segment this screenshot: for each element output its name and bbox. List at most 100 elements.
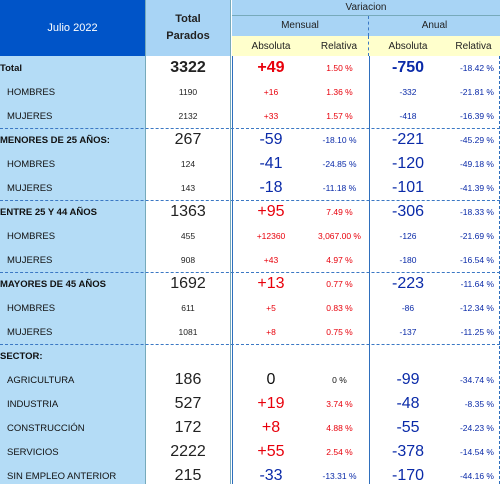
mensual-absoluta-cell: +13: [257, 275, 285, 292]
total-cell: 2222: [170, 443, 206, 460]
anual-absoluta-cell: -48: [396, 395, 420, 412]
total-parados-header: Total Parados: [145, 0, 231, 56]
mensual-absoluta-cell: -41: [259, 155, 283, 172]
divider-variacion: [232, 56, 233, 484]
anual-relativa-header: Relativa: [447, 36, 500, 56]
row-label: MUJERES: [7, 110, 53, 122]
total-cell: 172: [174, 419, 202, 436]
anual-absoluta-cell: -126: [399, 231, 417, 241]
mensual-absoluta-cell: -18: [259, 179, 283, 196]
total-cell: 186: [174, 371, 202, 388]
anual-header: Anual: [369, 16, 500, 36]
mensual-relativa-cell: 7.49 %: [326, 207, 353, 217]
mensual-absoluta-cell: +12360: [256, 231, 286, 241]
total-header-line1: Total: [175, 13, 201, 25]
mensual-absoluta-cell: -33: [259, 467, 283, 484]
anual-absoluta-cell: -418: [399, 111, 417, 121]
table-row: SECTOR:: [0, 344, 500, 368]
total-cell: 215: [174, 467, 202, 484]
table-row: ENTRE 25 Y 44 AÑOS 1363 +95 7.49 % -306 -18.3…: [0, 200, 500, 224]
anual-absoluta-cell: -221: [391, 131, 425, 148]
mensual-relativa-cell: 0.77 %: [326, 279, 353, 289]
anual-relativa-cell: -16.39 %: [459, 111, 494, 121]
mensual-absoluta-cell: [232, 344, 310, 368]
total-cell: 267: [174, 131, 202, 148]
table-row: HOMBRES 1190 +16 1.36 % -332 -21.81 %: [0, 80, 500, 104]
anual-absoluta-cell: -137: [399, 327, 417, 337]
mensual-absoluta-cell: +55: [257, 443, 285, 460]
row-label: Total: [0, 62, 22, 74]
anual-relativa-cell: -21.81 %: [459, 87, 494, 97]
anual-absoluta-cell: -332: [399, 87, 417, 97]
anual-absoluta-cell: -750: [391, 59, 425, 76]
anual-absoluta-cell: -306: [391, 203, 425, 220]
mensual-absoluta-cell: +95: [257, 203, 285, 220]
mensual-relativa-cell: 1.50 %: [326, 63, 353, 73]
total-cell: [145, 344, 231, 368]
total-cell: 124: [180, 159, 196, 169]
table-row: MENORES DE 25 AÑOS: 267 -59 -18.10 % -221 -45…: [0, 128, 500, 152]
table-row: AGRICULTURA 186 0 0 % -99 -34.74 %: [0, 368, 500, 392]
anual-absoluta-cell: -223: [391, 275, 425, 292]
row-label: SIN EMPLEO ANTERIOR: [7, 470, 117, 482]
total-cell: 143: [180, 183, 196, 193]
mensual-relativa-cell: 3,067.00 %: [317, 231, 361, 241]
anual-relativa-cell: -49.18 %: [459, 159, 494, 169]
anual-absoluta-cell: -180: [399, 255, 417, 265]
mensual-absoluta-cell: +8: [261, 419, 281, 436]
anual-absoluta-cell: -120: [391, 155, 425, 172]
anual-relativa-cell: -8.35 %: [464, 399, 494, 409]
total-cell: 1190: [178, 87, 198, 97]
mensual-relativa-cell: [310, 344, 369, 368]
total-cell: 1363: [170, 203, 206, 220]
table-row: SERVICIOS 2222 +55 2.54 % -378 -14.54 %: [0, 440, 500, 464]
mensual-relativa-cell: 1.57 %: [326, 111, 353, 121]
mensual-relativa-cell: 2.54 %: [326, 447, 353, 457]
mensual-relativa-cell: 0 %: [332, 375, 347, 385]
total-cell: 1081: [178, 327, 198, 337]
total-cell: 611: [181, 303, 195, 313]
anual-absoluta-cell: -55: [396, 419, 420, 436]
mensual-relativa-header: Relativa: [310, 36, 369, 56]
mensual-absoluta-cell: +33: [263, 111, 279, 121]
variacion-header: Variacion: [232, 0, 500, 16]
divider-anual: [369, 56, 370, 484]
total-cell: 527: [174, 395, 202, 412]
table-row: HOMBRES 611 +5 0.83 % -86 -12.34 %: [0, 296, 500, 320]
mensual-absoluta-cell: +43: [263, 255, 279, 265]
mensual-relativa-cell: -24.85 %: [322, 159, 357, 169]
mensual-absoluta-cell: +16: [263, 87, 279, 97]
row-label: SERVICIOS: [7, 446, 59, 458]
row-label: SECTOR:: [0, 350, 43, 362]
mensual-absoluta-cell: +49: [257, 59, 285, 76]
table-row: SIN EMPLEO ANTERIOR 215 -33 -13.31 % -170 -44…: [0, 464, 500, 488]
anual-relativa-cell: -12.34 %: [459, 303, 494, 313]
table-row: MUJERES 143 -18 -11.18 % -101 -41.39 %: [0, 176, 500, 200]
anual-relativa-cell: -34.74 %: [459, 375, 494, 385]
anual-relativa-cell: -24.23 %: [459, 423, 494, 433]
mensual-relativa-cell: 4.97 %: [326, 255, 353, 265]
anual-relativa-cell: -18.42 %: [459, 63, 494, 73]
table-row: MUJERES 1081 +8 0.75 % -137 -11.25 %: [0, 320, 500, 344]
anual-absoluta-cell: -170: [391, 467, 425, 484]
row-label: MUJERES: [7, 326, 53, 338]
mensual-absoluta-cell: +8: [266, 327, 276, 337]
anual-relativa-cell: -18.33 %: [459, 207, 494, 217]
mensual-relativa-cell: 3.74 %: [326, 399, 353, 409]
anual-absoluta-header: Absoluta: [369, 36, 447, 56]
table-row: Total 3322 +49 1.50 % -750 -18.42 %: [0, 56, 500, 80]
anual-relativa-cell: -11.64 %: [460, 279, 494, 289]
mensual-relativa-cell: -11.18 %: [322, 183, 357, 193]
anual-relativa-cell: -11.25 %: [460, 327, 494, 337]
anual-relativa-cell: -44.16 %: [459, 471, 494, 481]
anual-relativa-cell: -41.39 %: [459, 183, 494, 193]
row-label: HOMBRES: [7, 158, 56, 170]
total-column: [145, 56, 231, 484]
anual-relativa-cell: -21.69 %: [459, 231, 494, 241]
row-label: ENTRE 25 Y 44 AÑOS: [0, 206, 97, 218]
table-row: CONSTRUCCIÓN 172 +8 4.88 % -55 -24.23 %: [0, 416, 500, 440]
anual-absoluta-cell: [369, 344, 447, 368]
total-cell: 1692: [170, 275, 206, 292]
table-row: MAYORES DE 45 AÑOS 1692 +13 0.77 % -223 -11.6…: [0, 272, 500, 296]
